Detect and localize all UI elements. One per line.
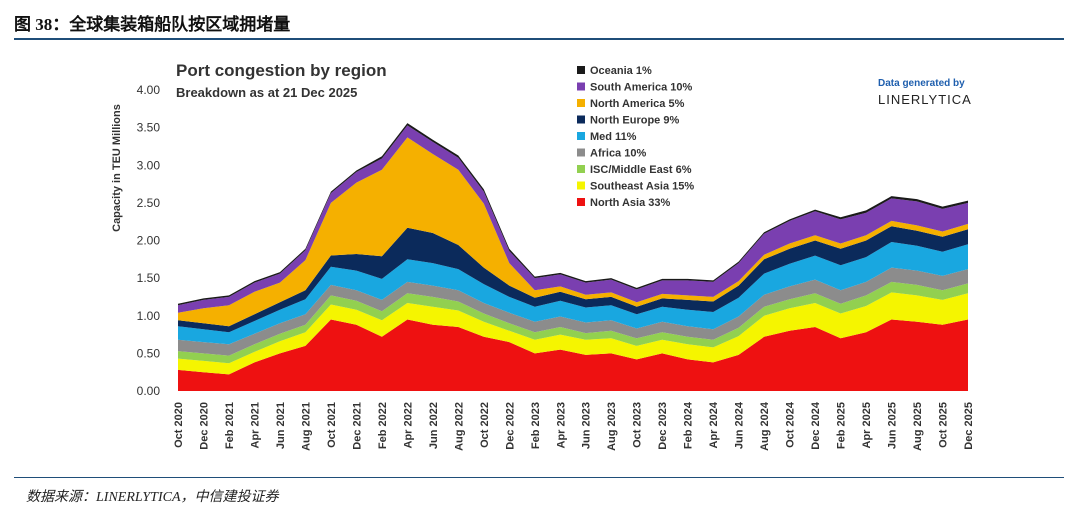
- y-tick-label: 0.50: [137, 346, 161, 360]
- legend-label: Africa 10%: [590, 148, 646, 160]
- y-tick-label: 1.50: [137, 271, 161, 285]
- x-tick-label: Aug 2022: [453, 402, 465, 451]
- legend-swatch: [577, 198, 585, 206]
- x-tick-label: Oct 2025: [938, 402, 950, 448]
- x-tick-label: Dec 2022: [504, 402, 516, 450]
- x-tick-label: Aug 2021: [300, 402, 312, 451]
- area-north-america: [178, 137, 968, 327]
- x-tick-label: Oct 2024: [785, 401, 797, 448]
- x-tick-label: Jun 2024: [734, 401, 746, 449]
- x-tick-label: Feb 2021: [224, 402, 236, 449]
- x-tick-label: Dec 2020: [199, 402, 211, 450]
- x-tick-label: Oct 2022: [479, 402, 491, 448]
- y-tick-label: 1.00: [137, 309, 161, 323]
- figure-title: 图 38：全球集装箱船队按区域拥堵量: [14, 15, 291, 34]
- x-tick-label: Apr 2022: [402, 402, 414, 448]
- legend-label: North Asia 33%: [590, 197, 671, 209]
- legend-swatch: [577, 82, 585, 91]
- area-isc-middle-east: [178, 281, 968, 364]
- x-tick-label: Jun 2021: [275, 402, 287, 449]
- area-africa: [178, 267, 968, 356]
- x-tick-label: Apr 2023: [555, 402, 567, 448]
- x-tick-label: Aug 2024: [759, 401, 771, 451]
- y-tick-label: 0.00: [137, 384, 161, 398]
- y-axis-label: Capacity in TEU Millions: [111, 104, 123, 232]
- x-tick-label: Dec 2024: [810, 401, 822, 450]
- congestion-chart: 0.00 0.50 1.00 1.50 2.00 2.50 3.00 3.50 4.00 Oct…: [111, 61, 975, 451]
- credit-line-1: Data generated by: [878, 78, 965, 89]
- legend-label: North Europe 9%: [590, 115, 679, 127]
- legend-swatch: [577, 148, 585, 157]
- x-tick-labels: Oct 2020 Dec 2020 Feb 2021 Apr 2021 Jun 2021…: [173, 401, 975, 451]
- legend-swatch: [577, 181, 585, 190]
- legend-label: Med 11%: [590, 131, 637, 143]
- y-tick-label: 2.50: [137, 196, 161, 210]
- x-tick-label: Aug 2025: [912, 402, 924, 451]
- x-tick-label: Oct 2023: [632, 402, 644, 448]
- credit-line-2: LINERLYTICA: [878, 92, 972, 107]
- legend-swatch: [577, 132, 585, 140]
- area-south-america: [178, 125, 968, 313]
- x-tick-label: Dec 2021: [351, 402, 363, 450]
- source-note: 数据来源：LINERLYTICA，中信建投证券: [26, 490, 279, 505]
- legend-swatch: [577, 66, 585, 74]
- top-rule: [14, 38, 1064, 40]
- x-tick-label: Dec 2023: [657, 402, 669, 450]
- y-tick-label: 3.00: [137, 158, 161, 172]
- legend-label: Oceania 1%: [590, 65, 652, 77]
- y-tick-labels: 0.00 0.50 1.00 1.50 2.00 2.50 3.00 3.50 4.00: [137, 83, 161, 398]
- x-tick-label: Feb 2022: [377, 402, 389, 449]
- legend: Oceania 1% South America 10% North America…: [577, 65, 694, 209]
- x-tick-label: Jun 2022: [428, 402, 440, 449]
- x-tick-label: Apr 2024: [708, 401, 720, 448]
- area-med: [178, 242, 968, 345]
- y-tick-label: 4.00: [137, 83, 161, 97]
- bottom-rule: [14, 477, 1064, 478]
- x-tick-label: Feb 2025: [836, 402, 848, 449]
- x-tick-label: Apr 2025: [861, 402, 873, 448]
- x-tick-label: Jun 2025: [887, 402, 899, 449]
- legend-label: ISC/Middle East 6%: [590, 164, 692, 176]
- y-tick-label: 2.00: [137, 234, 161, 248]
- x-tick-label: Oct 2021: [326, 402, 338, 448]
- legend-label: South America 10%: [590, 82, 693, 94]
- x-tick-label: Apr 2021: [250, 402, 262, 448]
- area-north-europe: [178, 226, 968, 333]
- area-southeast-asia: [178, 292, 968, 375]
- chart-subtitle: Breakdown as at 21 Dec 2025: [176, 85, 357, 100]
- y-tick-label: 3.50: [137, 121, 161, 135]
- legend-swatch: [577, 115, 585, 124]
- x-tick-label: Feb 2024: [683, 401, 695, 449]
- x-tick-label: Aug 2023: [606, 402, 618, 451]
- x-tick-label: Oct 2020: [173, 402, 185, 448]
- x-tick-label: Feb 2023: [530, 402, 542, 449]
- chart-title: Port congestion by region: [176, 61, 387, 80]
- legend-swatch: [577, 99, 585, 107]
- legend-swatch: [577, 165, 585, 173]
- legend-label: Southeast Asia 15%: [590, 181, 694, 193]
- stacked-areas: [178, 123, 968, 391]
- x-tick-label: Dec 2025: [963, 402, 975, 450]
- area-north-asia: [178, 319, 968, 391]
- x-tick-label: Jun 2023: [581, 402, 593, 449]
- legend-label: North America 5%: [590, 98, 685, 110]
